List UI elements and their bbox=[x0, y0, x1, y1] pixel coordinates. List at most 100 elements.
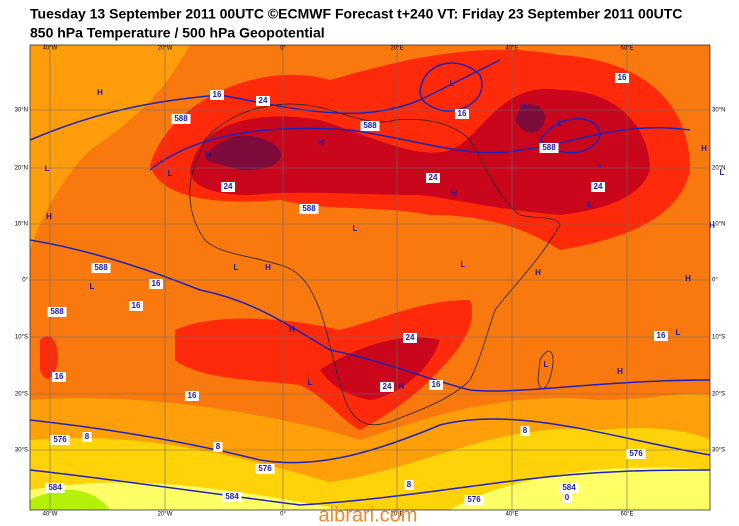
contour-label: 0 bbox=[565, 493, 570, 502]
pressure-centre: H bbox=[451, 189, 457, 198]
contour-label-box bbox=[539, 143, 559, 153]
contour-label: 24 bbox=[259, 96, 268, 105]
contour-label: 16 bbox=[458, 109, 467, 118]
map-frame bbox=[29, 44, 711, 511]
contour-label-box bbox=[185, 391, 199, 401]
lon-label: 60°E bbox=[620, 512, 633, 518]
lat-label: 0° bbox=[712, 278, 718, 284]
pressure-centre: H bbox=[701, 144, 707, 153]
lon-label: 40°E bbox=[505, 512, 518, 518]
contour-label-box bbox=[149, 279, 163, 289]
lat-label: 10°N bbox=[712, 222, 725, 228]
pressure-centre: H bbox=[685, 274, 691, 283]
contour-label: 24 bbox=[429, 173, 438, 182]
pressure-centre: L bbox=[45, 164, 50, 173]
contour-label-box bbox=[45, 483, 65, 493]
contour-label-box bbox=[591, 182, 605, 192]
pressure-centre: L bbox=[234, 263, 239, 272]
geopotential-contours bbox=[30, 59, 710, 506]
contour-label: 16 bbox=[55, 372, 64, 381]
contour-label-box bbox=[82, 432, 92, 442]
pressure-centre: L bbox=[450, 79, 455, 88]
contour-label: 588 bbox=[302, 204, 316, 213]
lat-label: 30°N bbox=[712, 108, 725, 114]
contour-label-box bbox=[52, 372, 66, 382]
contour-label: 576 bbox=[53, 435, 67, 444]
contour-label: 588 bbox=[94, 263, 108, 272]
lat-label: 10°S bbox=[712, 335, 725, 341]
lat-label: 20°S bbox=[712, 392, 725, 398]
watermark: albrari.com bbox=[319, 504, 418, 526]
contour-label-box bbox=[221, 182, 235, 192]
contour-label-box bbox=[559, 483, 579, 493]
lon-label: 0° bbox=[280, 512, 286, 518]
contour-label-box bbox=[403, 333, 417, 343]
contour-label: 576 bbox=[629, 449, 643, 458]
lon-label: 20°E bbox=[390, 46, 403, 52]
contour-label: 16 bbox=[618, 73, 627, 82]
pressure-centre: H bbox=[265, 263, 271, 272]
lat-label: 10°S bbox=[15, 335, 28, 341]
pressure-centre: L bbox=[720, 168, 725, 177]
contour-label: 16 bbox=[213, 90, 222, 99]
contour-label: 588 bbox=[174, 114, 188, 123]
lon-label: 40°W bbox=[43, 512, 58, 518]
subtitle: 850 hPa Temperature / 500 hPa Geopotenti… bbox=[30, 25, 325, 41]
lon-label: 0° bbox=[280, 46, 286, 52]
lon-label: 20°E bbox=[390, 512, 403, 518]
contour-label: 16 bbox=[152, 279, 161, 288]
lat-label: 30°N bbox=[15, 108, 28, 114]
contour-label-box bbox=[210, 90, 224, 100]
pressure-centre: L bbox=[168, 169, 173, 178]
pressure-centre: H bbox=[535, 268, 541, 277]
contour-label: 16 bbox=[432, 380, 441, 389]
pressure-centre: H bbox=[520, 102, 526, 111]
contour-label-box bbox=[360, 121, 380, 131]
coastlines bbox=[189, 103, 561, 426]
pressure-centre: H bbox=[289, 325, 295, 334]
contour-label-box bbox=[562, 493, 572, 503]
contour-label-box bbox=[626, 449, 646, 459]
contour-label-box bbox=[47, 307, 67, 317]
contour-label-box bbox=[455, 109, 469, 119]
pressure-centre: L bbox=[353, 224, 358, 233]
lat-label: 0° bbox=[22, 278, 28, 284]
contour-label: 8 bbox=[407, 480, 412, 489]
pressure-centre: H bbox=[46, 212, 52, 221]
contour-label: 588 bbox=[50, 307, 64, 316]
pressure-centre: L bbox=[544, 360, 549, 369]
contour-label-box bbox=[299, 204, 319, 214]
contour-label: 576 bbox=[467, 495, 481, 504]
pressure-centre: L bbox=[597, 160, 602, 169]
lat-label: 30°S bbox=[15, 448, 28, 454]
contour-label: 16 bbox=[657, 331, 666, 340]
lon-label: 40°E bbox=[505, 46, 518, 52]
pressure-centre: L bbox=[461, 260, 466, 269]
pressure-centre: H bbox=[318, 138, 324, 147]
contour-label: 24 bbox=[406, 333, 415, 342]
contour-label-box bbox=[213, 442, 223, 452]
contour-label: 588 bbox=[542, 143, 556, 152]
contour-label-box bbox=[380, 382, 394, 392]
contour-label: 588 bbox=[363, 121, 377, 130]
contour-label: 24 bbox=[594, 182, 603, 191]
pressure-centre: H bbox=[617, 367, 623, 376]
contour-label-box bbox=[129, 301, 143, 311]
lon-label: 40°W bbox=[43, 46, 58, 52]
lat-label: 20°S bbox=[15, 392, 28, 398]
lat-label: 30°S bbox=[712, 448, 725, 454]
contour-label-box bbox=[222, 492, 242, 502]
lat-label: 20°N bbox=[15, 166, 28, 172]
contour-label: 584 bbox=[562, 483, 576, 492]
contour-label: 16 bbox=[188, 391, 197, 400]
contour-label-box bbox=[520, 426, 530, 436]
contour-label-box bbox=[91, 263, 111, 273]
contour-label: 16 bbox=[132, 301, 141, 310]
pressure-centre: H bbox=[398, 382, 404, 391]
contour-label: 584 bbox=[225, 492, 239, 501]
pressure-centre: L bbox=[558, 119, 563, 128]
contour-label-box bbox=[256, 96, 270, 106]
lat-label: 10°N bbox=[15, 222, 28, 228]
